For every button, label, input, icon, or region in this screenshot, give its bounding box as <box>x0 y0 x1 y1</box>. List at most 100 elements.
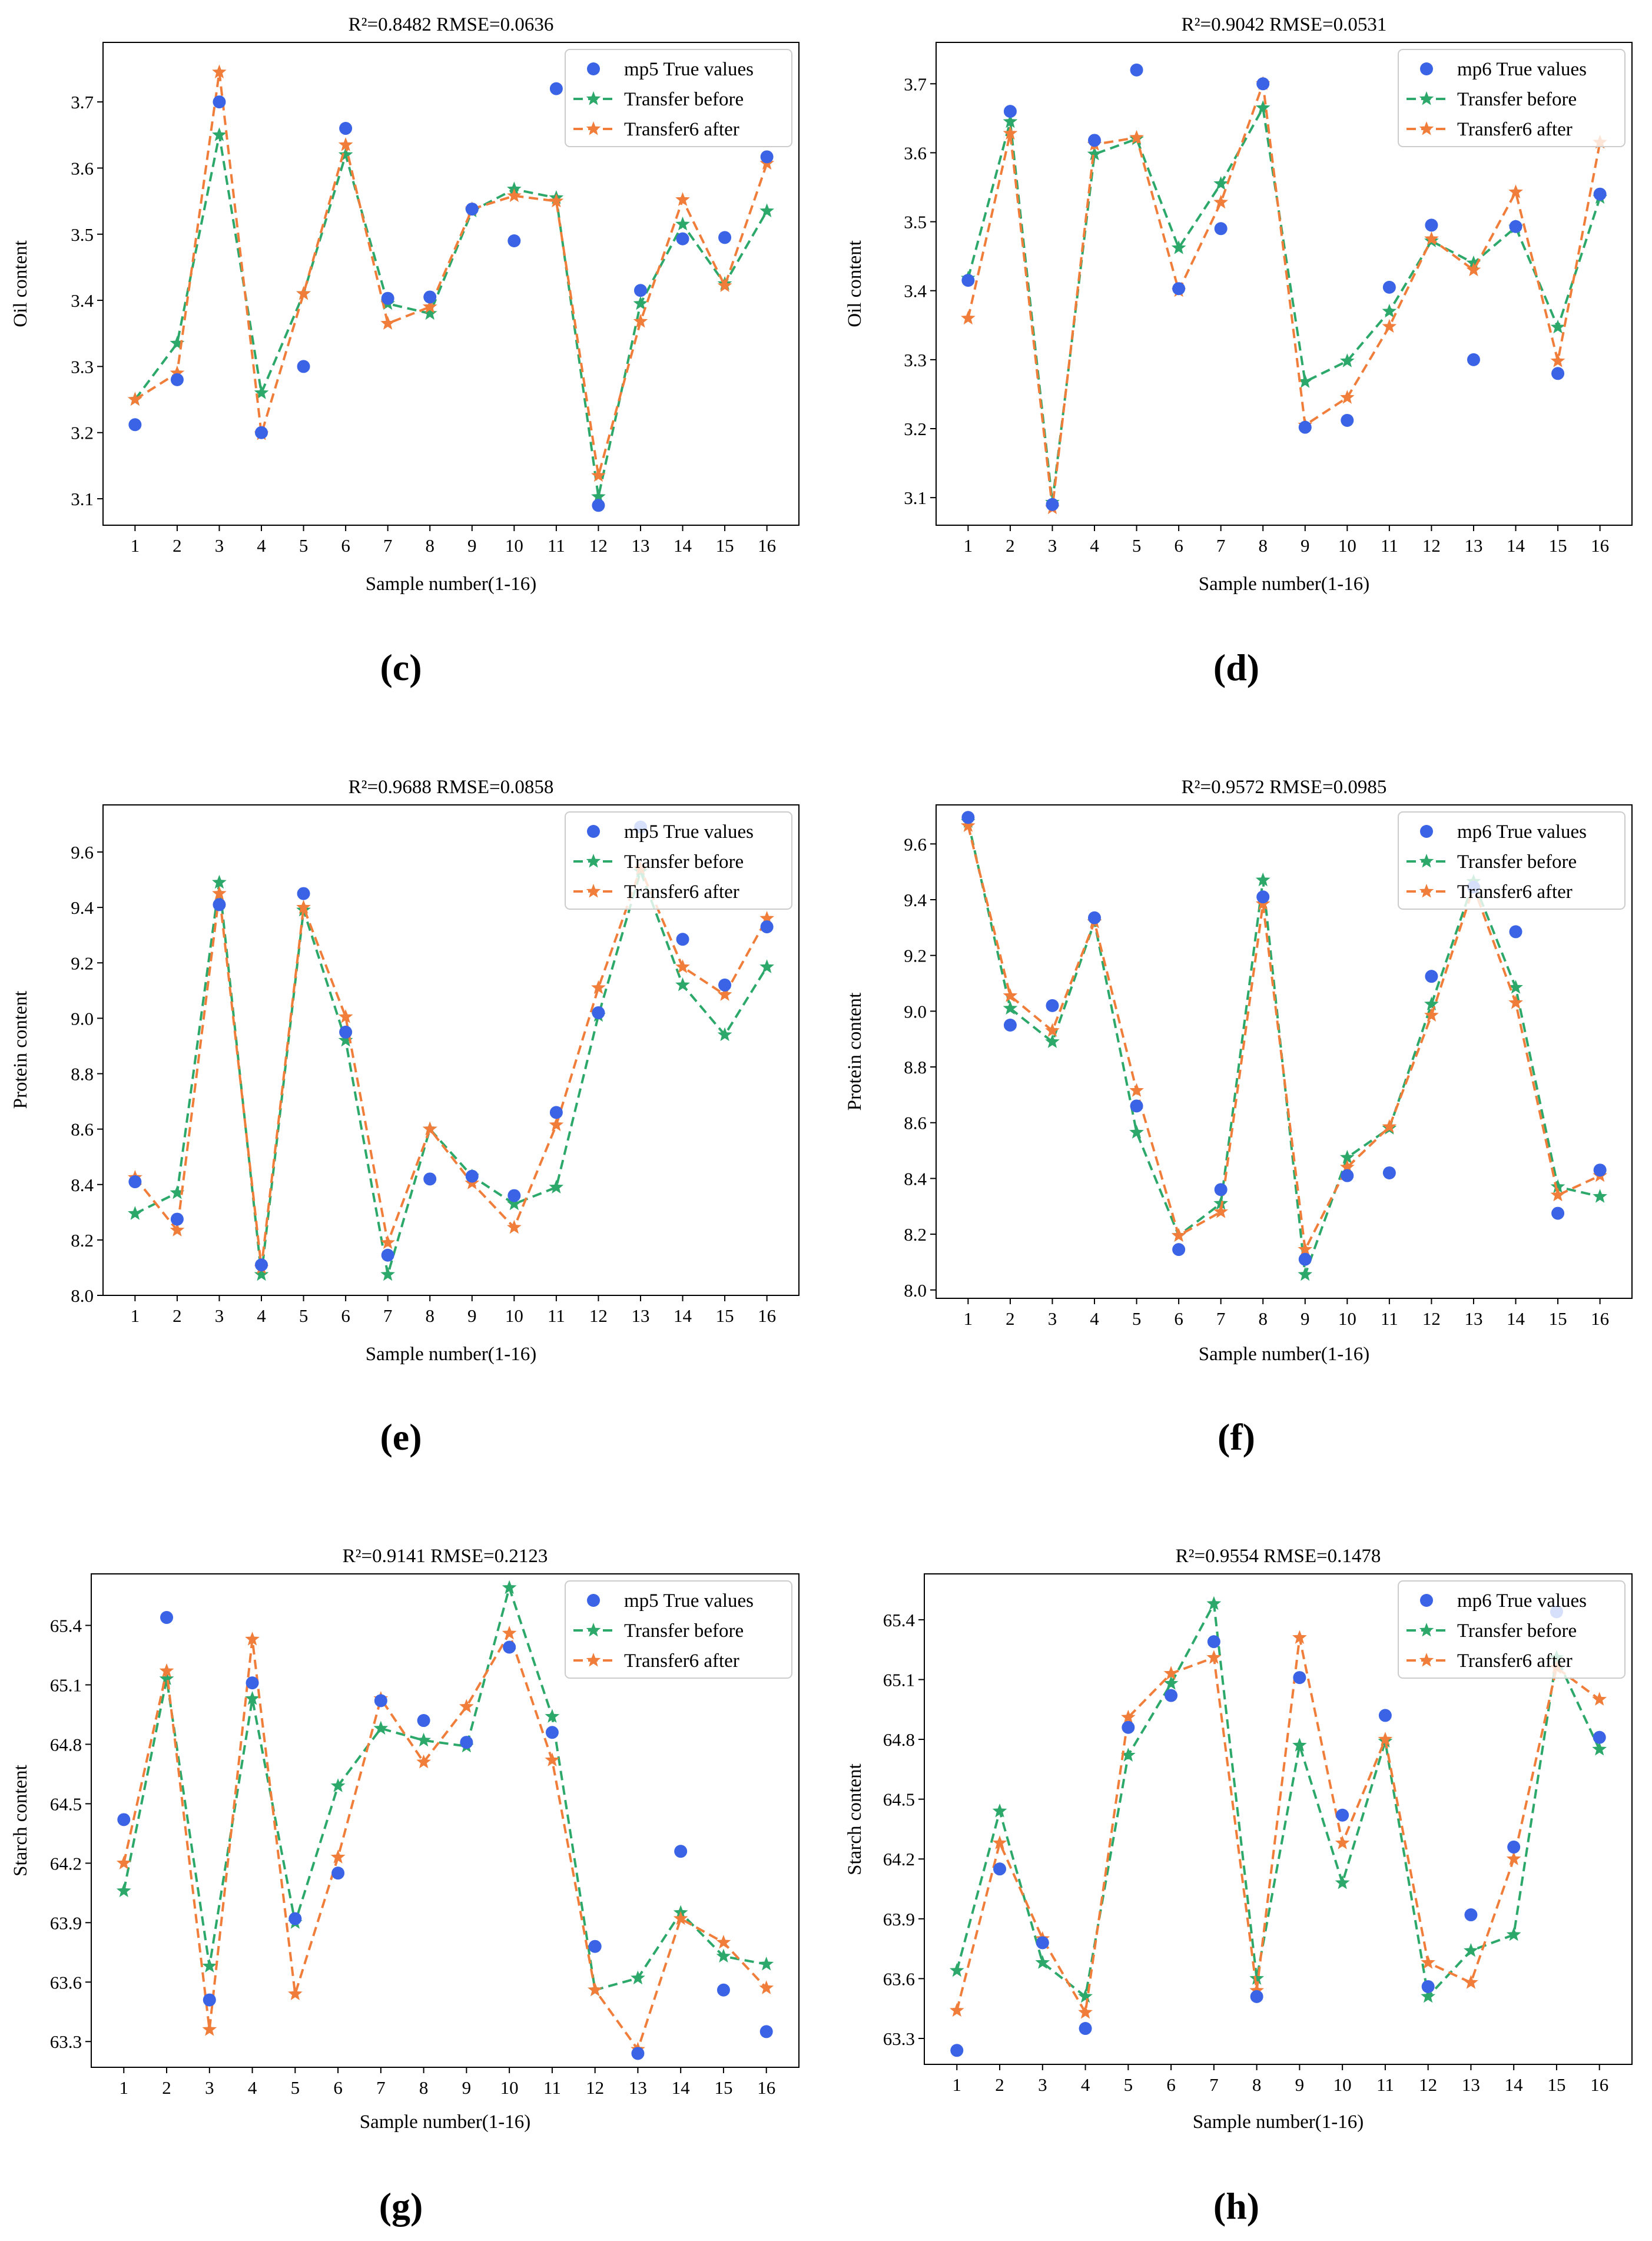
x-tick-label: 4 <box>248 2077 257 2098</box>
series-point-true-values <box>1079 2022 1092 2036</box>
legend-entry-label: mp6 True values <box>1457 1590 1587 1612</box>
x-tick-label: 11 <box>1381 535 1398 556</box>
series-point-transfer-before <box>1550 1179 1565 1194</box>
series-point-true-values <box>993 1862 1007 1876</box>
x-tick-label: 4 <box>1090 535 1099 556</box>
series-point-transfer-before <box>1255 100 1270 114</box>
x-axis-label: Sample number(1-16) <box>366 573 537 595</box>
x-tick-label: 6 <box>1174 1308 1183 1329</box>
x-tick-label: 8 <box>425 1305 434 1326</box>
chart-panel-d: R²=0.9042 RMSE=0.0531 Sample number(1-16… <box>844 14 1633 688</box>
series-point-transfer-before <box>128 1206 142 1220</box>
series-point-true-values <box>1382 280 1396 294</box>
series-point-true-values <box>1509 925 1522 939</box>
y-axis-label: Protein content <box>844 993 865 1111</box>
y-tick-label: 63.3 <box>883 2028 915 2049</box>
y-axis-label: Starch content <box>10 1765 31 1877</box>
x-tick-label: 16 <box>1590 2074 1608 2095</box>
series-point-true-values <box>288 1912 302 1925</box>
legend-marker-true-values <box>587 1594 600 1607</box>
x-tick-label: 8 <box>419 2077 429 2098</box>
series-point-true-values <box>339 1025 353 1039</box>
series-point-transfer-after <box>338 137 353 151</box>
legend-entry-label: Transfer6 after <box>1457 881 1573 903</box>
x-tick-label: 5 <box>291 2077 300 2098</box>
series-point-transfer-before <box>338 147 353 161</box>
series-point-transfer-before <box>1592 1742 1607 1756</box>
series-point-transfer-before <box>1045 1034 1060 1048</box>
panel-label: (f) <box>1218 1416 1255 1458</box>
x-tick-label: 3 <box>1048 1308 1057 1329</box>
series-point-transfer-before <box>502 1580 517 1594</box>
x-tick-label: 9 <box>462 2077 472 2098</box>
x-tick-label: 10 <box>1338 1308 1356 1329</box>
series-point-true-values <box>170 1212 184 1226</box>
x-tick-label: 4 <box>1090 1308 1099 1329</box>
plot-area-frame <box>102 804 800 1296</box>
series-point-transfer-before <box>545 1709 560 1723</box>
series-point-transfer-after <box>1508 995 1523 1009</box>
series-point-transfer-after <box>159 1663 174 1678</box>
series-point-transfer-after <box>288 1986 303 2000</box>
series-point-true-values <box>592 499 605 512</box>
x-tick-label: 1 <box>953 2074 962 2095</box>
series-line-transfer-before <box>967 104 1601 503</box>
series-point-true-values <box>1382 1166 1396 1179</box>
series-point-transfer-after <box>459 1699 474 1713</box>
legend-star-marker <box>586 854 601 868</box>
chart-panel-e: R²=0.9688 RMSE=0.0858 Sample number(1-16… <box>10 777 800 1458</box>
legend-entry-label: Transfer before <box>1457 1620 1577 1642</box>
series-point-transfer-before <box>1087 146 1102 161</box>
x-tick-label: 11 <box>1376 2074 1394 2095</box>
x-tick-label: 2 <box>162 2077 171 2098</box>
series-point-true-values <box>718 978 732 992</box>
y-tick-label: 3.4 <box>71 290 94 311</box>
series-point-transfer-before <box>1593 1189 1607 1203</box>
series-point-transfer-before <box>1213 1196 1228 1210</box>
series-point-transfer-before <box>416 1732 431 1747</box>
series-point-transfer-after <box>717 987 732 1001</box>
chart-title: R²=0.9572 RMSE=0.0985 <box>1182 777 1387 798</box>
series-point-true-values <box>246 1676 259 1690</box>
legend-entry-label: Transfer6 after <box>624 881 739 903</box>
series-point-true-values <box>549 82 563 95</box>
x-tick-label: 16 <box>758 535 776 556</box>
legend-star-marker <box>586 1653 601 1667</box>
series-point-true-values <box>170 373 184 386</box>
x-tick-label: 11 <box>548 1305 565 1326</box>
legend-entry-label: Transfer before <box>624 851 744 873</box>
y-tick-label: 8.0 <box>71 1285 94 1306</box>
y-tick-label: 63.3 <box>50 2031 82 2052</box>
series-point-transfer-before <box>254 1267 269 1281</box>
y-axis-label: Protein content <box>10 991 31 1109</box>
x-tick-label: 2 <box>1006 1308 1015 1329</box>
series-point-true-values <box>507 234 521 247</box>
series-point-transfer-after <box>1340 390 1355 404</box>
series-point-transfer-before <box>1424 996 1439 1010</box>
y-tick-label: 9.2 <box>71 953 94 973</box>
y-tick-label: 8.0 <box>904 1280 927 1301</box>
x-tick-label: 8 <box>1258 1308 1268 1329</box>
series-point-transfer-after <box>422 299 437 313</box>
series-point-true-values <box>374 1694 387 1708</box>
series-point-transfer-after <box>1335 1835 1350 1849</box>
x-tick-label: 7 <box>383 535 393 556</box>
series-point-transfer-after <box>716 1935 731 1949</box>
series-line-transfer-before <box>134 134 768 498</box>
legend-marker-true-values <box>587 825 600 838</box>
series-point-transfer-before <box>1508 980 1523 994</box>
chart-title: R²=0.9042 RMSE=0.0531 <box>1182 14 1387 35</box>
legend-star-marker <box>1419 121 1434 135</box>
x-tick-label: 4 <box>257 535 266 556</box>
series-point-transfer-after <box>1003 988 1018 1002</box>
x-tick-label: 12 <box>1422 1308 1441 1329</box>
series-point-transfer-after <box>1078 2005 1093 2019</box>
series-point-true-values <box>1464 1908 1478 1922</box>
x-tick-label: 9 <box>1295 2074 1305 2095</box>
series-point-transfer-after <box>128 392 142 406</box>
x-tick-label: 2 <box>173 1305 182 1326</box>
series-point-true-values <box>331 1867 345 1880</box>
legend-entry-label: mp6 True values <box>1457 59 1587 80</box>
series-point-true-values <box>760 150 774 164</box>
y-tick-label: 3.2 <box>904 419 927 439</box>
